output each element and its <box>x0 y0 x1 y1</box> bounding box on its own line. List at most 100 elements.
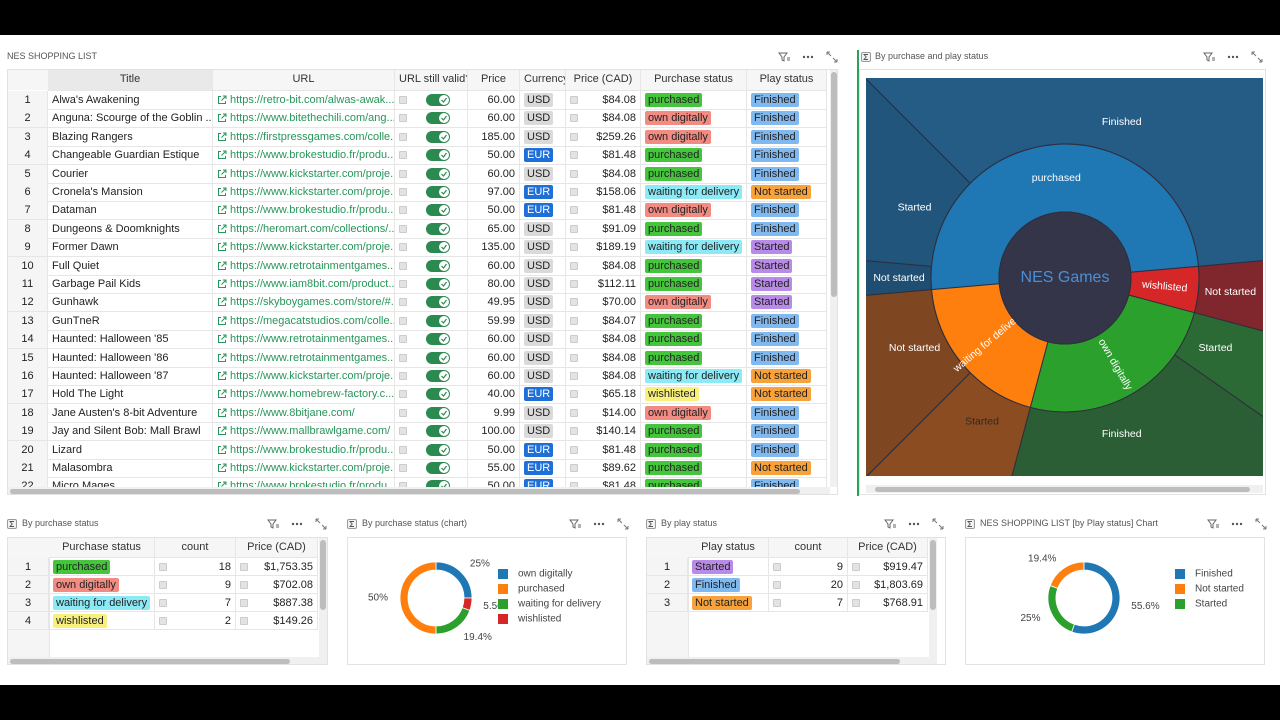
toggle-switch[interactable] <box>426 186 450 198</box>
status-chip[interactable]: USD <box>524 111 554 126</box>
url-text[interactable]: https://www.retrotainmentgames.... <box>230 259 395 272</box>
url-text[interactable]: https://skyboygames.com/store/#... <box>230 296 395 309</box>
status-chip[interactable]: wishlisted <box>53 614 107 628</box>
status-chip[interactable]: USD <box>524 93 554 107</box>
menu-icon[interactable] <box>1227 51 1239 63</box>
status-chip[interactable]: purchased <box>645 332 703 347</box>
toggle-switch[interactable] <box>426 222 450 235</box>
status-chip[interactable]: USD <box>524 240 554 255</box>
expand-icon[interactable] <box>315 518 327 530</box>
url-text[interactable]: https://retro-bit.com/alwas-awak... <box>230 94 395 106</box>
status-chip[interactable]: EUR <box>524 185 554 199</box>
status-chip[interactable]: Not started <box>751 369 811 383</box>
url-text[interactable]: https://www.kickstarter.com/proje... <box>230 167 395 180</box>
toggle-switch[interactable] <box>426 241 450 254</box>
status-chip[interactable]: waiting for delivery <box>645 369 743 383</box>
status-chip[interactable]: own digitally <box>645 111 711 126</box>
status-chip[interactable]: Finished <box>751 148 799 163</box>
url-text[interactable]: https://www.8bitjane.com/ <box>230 406 355 419</box>
status-chip[interactable]: Finished <box>751 350 799 365</box>
menu-icon[interactable] <box>291 518 303 530</box>
expand-icon[interactable] <box>1255 518 1267 530</box>
toggle-switch[interactable] <box>426 94 450 106</box>
toggle-switch[interactable] <box>426 425 450 438</box>
status-chip[interactable]: Not started <box>751 185 811 199</box>
menu-icon[interactable] <box>908 518 920 530</box>
status-chip[interactable]: USD <box>524 313 554 328</box>
toggle-switch[interactable] <box>426 333 450 346</box>
toggle-switch[interactable] <box>426 314 450 327</box>
url-text[interactable]: https://www.kickstarter.com/proje... <box>230 462 395 474</box>
status-chip[interactable]: Finished <box>751 479 799 487</box>
status-chip[interactable]: Finished <box>751 405 799 420</box>
status-chip[interactable]: purchased <box>645 442 703 457</box>
status-chip[interactable]: USD <box>524 129 554 144</box>
url-text[interactable]: https://www.brokestudio.fr/produ... <box>230 204 395 217</box>
toggle-switch[interactable] <box>426 112 450 125</box>
status-chip[interactable]: USD <box>524 369 554 383</box>
status-chip[interactable]: purchased <box>645 93 703 107</box>
url-text[interactable]: https://www.kickstarter.com/proje... <box>230 370 395 382</box>
toggle-switch[interactable] <box>426 278 450 290</box>
status-chip[interactable]: own digitally <box>645 295 711 310</box>
status-chip[interactable]: USD <box>524 277 554 291</box>
url-text[interactable]: https://www.brokestudio.fr/produ... <box>230 149 395 162</box>
toggle-switch[interactable] <box>426 204 450 217</box>
status-chip[interactable]: purchased <box>645 479 703 487</box>
url-text[interactable]: https://www.iam8bit.com/product... <box>230 278 395 290</box>
toggle-switch[interactable] <box>426 462 450 474</box>
filter-icon[interactable] <box>569 518 581 530</box>
status-chip[interactable]: purchased <box>645 258 703 273</box>
status-chip[interactable]: Finished <box>751 442 799 457</box>
status-chip[interactable]: USD <box>524 424 554 439</box>
filter-icon[interactable] <box>778 51 790 63</box>
status-chip[interactable]: Finished <box>751 203 799 218</box>
url-text[interactable]: https://www.bitethechili.com/ang... <box>230 112 395 125</box>
status-chip[interactable]: waiting for delivery <box>645 185 743 199</box>
expand-icon[interactable] <box>932 518 944 530</box>
expand-icon[interactable] <box>617 518 629 530</box>
status-chip[interactable]: Finished <box>751 221 799 236</box>
status-chip[interactable]: Started <box>692 560 734 574</box>
status-chip[interactable]: purchased <box>645 313 703 328</box>
url-text[interactable]: https://megacatstudios.com/colle... <box>230 314 395 327</box>
status-chip[interactable]: purchased <box>645 277 703 291</box>
status-chip[interactable]: USD <box>524 166 554 181</box>
status-chip[interactable]: waiting for delivery <box>645 240 743 255</box>
status-chip[interactable]: Started <box>751 277 793 291</box>
status-chip[interactable]: own digitally <box>53 578 119 592</box>
status-chip[interactable]: EUR <box>524 203 554 218</box>
toggle-switch[interactable] <box>426 388 450 401</box>
status-chip[interactable]: wishlisted <box>645 387 699 402</box>
url-text[interactable]: https://www.homebrew-factory.c... <box>230 388 395 401</box>
status-chip[interactable]: purchased <box>645 350 703 365</box>
status-chip[interactable]: EUR <box>524 148 554 163</box>
status-chip[interactable]: own digitally <box>645 203 711 218</box>
status-chip[interactable]: Started <box>751 240 793 255</box>
expand-icon[interactable] <box>826 51 838 63</box>
toggle-switch[interactable] <box>426 351 450 364</box>
status-chip[interactable]: Finished <box>751 93 799 107</box>
status-chip[interactable]: purchased <box>645 148 703 163</box>
status-chip[interactable]: Started <box>751 258 793 273</box>
filter-icon[interactable] <box>884 518 896 530</box>
toggle-switch[interactable] <box>426 443 450 456</box>
status-chip[interactable]: EUR <box>524 442 554 457</box>
url-text[interactable]: https://firstpressgames.com/colle... <box>230 130 395 143</box>
filter-icon[interactable] <box>267 518 279 530</box>
status-chip[interactable]: Not started <box>692 596 752 610</box>
status-chip[interactable]: Started <box>751 295 793 310</box>
status-chip[interactable]: Not started <box>751 387 811 402</box>
status-chip[interactable]: USD <box>524 350 554 365</box>
status-chip[interactable]: waiting for delivery <box>53 596 151 610</box>
status-chip[interactable]: purchased <box>645 424 703 439</box>
status-chip[interactable]: EUR <box>524 387 554 402</box>
url-text[interactable]: https://www.retrotainmentgames.... <box>230 333 395 346</box>
toggle-switch[interactable] <box>426 149 450 162</box>
menu-icon[interactable] <box>802 51 814 63</box>
status-chip[interactable]: purchased <box>645 221 703 236</box>
status-chip[interactable]: Finished <box>751 129 799 144</box>
toggle-switch[interactable] <box>426 370 450 382</box>
status-chip[interactable]: purchased <box>645 461 703 475</box>
filter-icon[interactable] <box>1203 51 1215 63</box>
